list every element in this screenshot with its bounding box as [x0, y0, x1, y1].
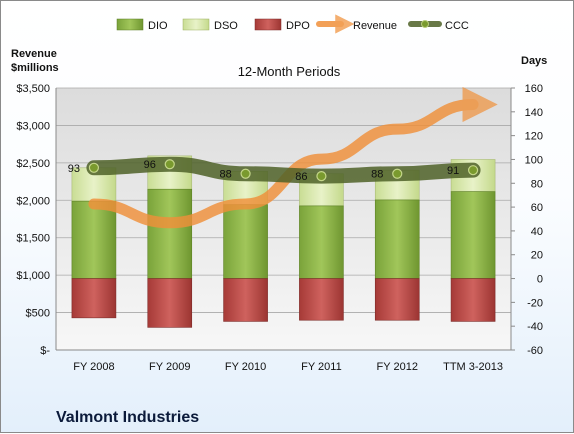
left-axis-title-line2: $millions	[11, 62, 59, 74]
ccc-line	[86, 156, 481, 184]
legend-label-ccc: CCC	[445, 20, 469, 32]
category-label: FY 2008	[73, 361, 114, 373]
left-axis-title-line1: Revenue	[11, 48, 57, 60]
legend-swatch-dso	[182, 18, 210, 31]
category-label: FY 2010	[225, 361, 266, 373]
bar-dpo	[147, 278, 193, 328]
legend-swatch-dpo	[254, 18, 282, 31]
right-tick-label: 160	[525, 83, 543, 95]
plot-area	[56, 88, 511, 350]
ccc-data-label: 91	[447, 165, 459, 177]
legend-label-dpo: DPO	[286, 20, 310, 32]
ccc-data-label: 88	[219, 169, 231, 181]
bar-dpo	[71, 278, 117, 319]
left-tick-label: $2,000	[16, 195, 50, 207]
right-tick-label: 60	[531, 202, 543, 214]
right-tick-label: 120	[525, 131, 543, 143]
ccc-data-label: 86	[295, 171, 307, 183]
bar-dio	[223, 204, 268, 279]
ccc-point	[88, 162, 100, 173]
right-tick-label: 0	[537, 274, 543, 286]
bar-dpo	[374, 278, 420, 321]
right-axis-title: Days	[521, 55, 547, 67]
ccc-data-label: 96	[144, 159, 156, 171]
bar-dio	[450, 191, 496, 279]
bar-dio	[299, 205, 344, 279]
ccc-data-label: 88	[371, 169, 383, 181]
bar-dpo	[299, 278, 344, 321]
ccc-series: 93 96 88 86 88 91	[68, 156, 481, 184]
left-tick-label: $-	[40, 345, 50, 357]
right-tick-label: 100	[525, 154, 543, 166]
ccc-point	[240, 168, 251, 179]
right-tick-label: -20	[527, 297, 543, 309]
right-tick-label: 40	[531, 226, 543, 238]
legend-swatch-dio	[116, 18, 144, 31]
ccc-point	[467, 165, 479, 176]
left-tick-label: $2,500	[16, 158, 50, 170]
left-axis-ticks: $- $500 $1,000 $1,500 $2,000 $2,500 $3,000 $3,5…	[16, 83, 50, 357]
left-tick-label: $3,500	[16, 83, 50, 95]
bar-dpo	[223, 278, 268, 322]
chart-subtitle: 12-Month Periods	[238, 64, 341, 79]
left-tick-label: $1,000	[16, 270, 50, 282]
legend-label-dso: DSO	[214, 20, 238, 32]
legend-label-revenue: Revenue	[353, 20, 397, 32]
category-label: FY 2009	[149, 361, 190, 373]
ccc-point	[316, 171, 327, 182]
right-tick-label: 140	[525, 107, 543, 119]
right-axis-ticks: -60 -40 -20 0 20 40 60 80 100 120 140 160	[511, 83, 543, 357]
legend: DIO DSO DPO Revenue CCC	[116, 14, 469, 34]
left-tick-label: $3,000	[16, 120, 50, 132]
right-tick-label: 80	[531, 178, 543, 190]
bar-dpo	[450, 278, 496, 322]
left-tick-label: $500	[26, 308, 50, 320]
legend-swatch-ccc-marker	[421, 20, 429, 28]
bar-dio	[71, 200, 117, 279]
category-label: FY 2011	[301, 361, 342, 373]
bar-dio	[374, 199, 420, 279]
right-tick-label: 20	[531, 250, 543, 262]
bar-dio	[147, 188, 193, 279]
ccc-point	[392, 168, 403, 179]
category-label: FY 2012	[377, 361, 418, 373]
left-tick-label: $1,500	[16, 233, 50, 245]
legend-label-dio: DIO	[148, 20, 168, 32]
category-labels: FY 2008 FY 2009 FY 2010 FY 2011 FY 2012 TTM 3…	[73, 361, 503, 373]
right-tick-label: -60	[527, 345, 543, 357]
right-tick-label: -40	[527, 321, 543, 333]
ccc-data-label: 93	[68, 163, 80, 175]
category-label: TTM 3-2013	[443, 361, 503, 373]
company-name: Valmont Industries	[56, 409, 199, 426]
ccc-point	[164, 159, 175, 170]
